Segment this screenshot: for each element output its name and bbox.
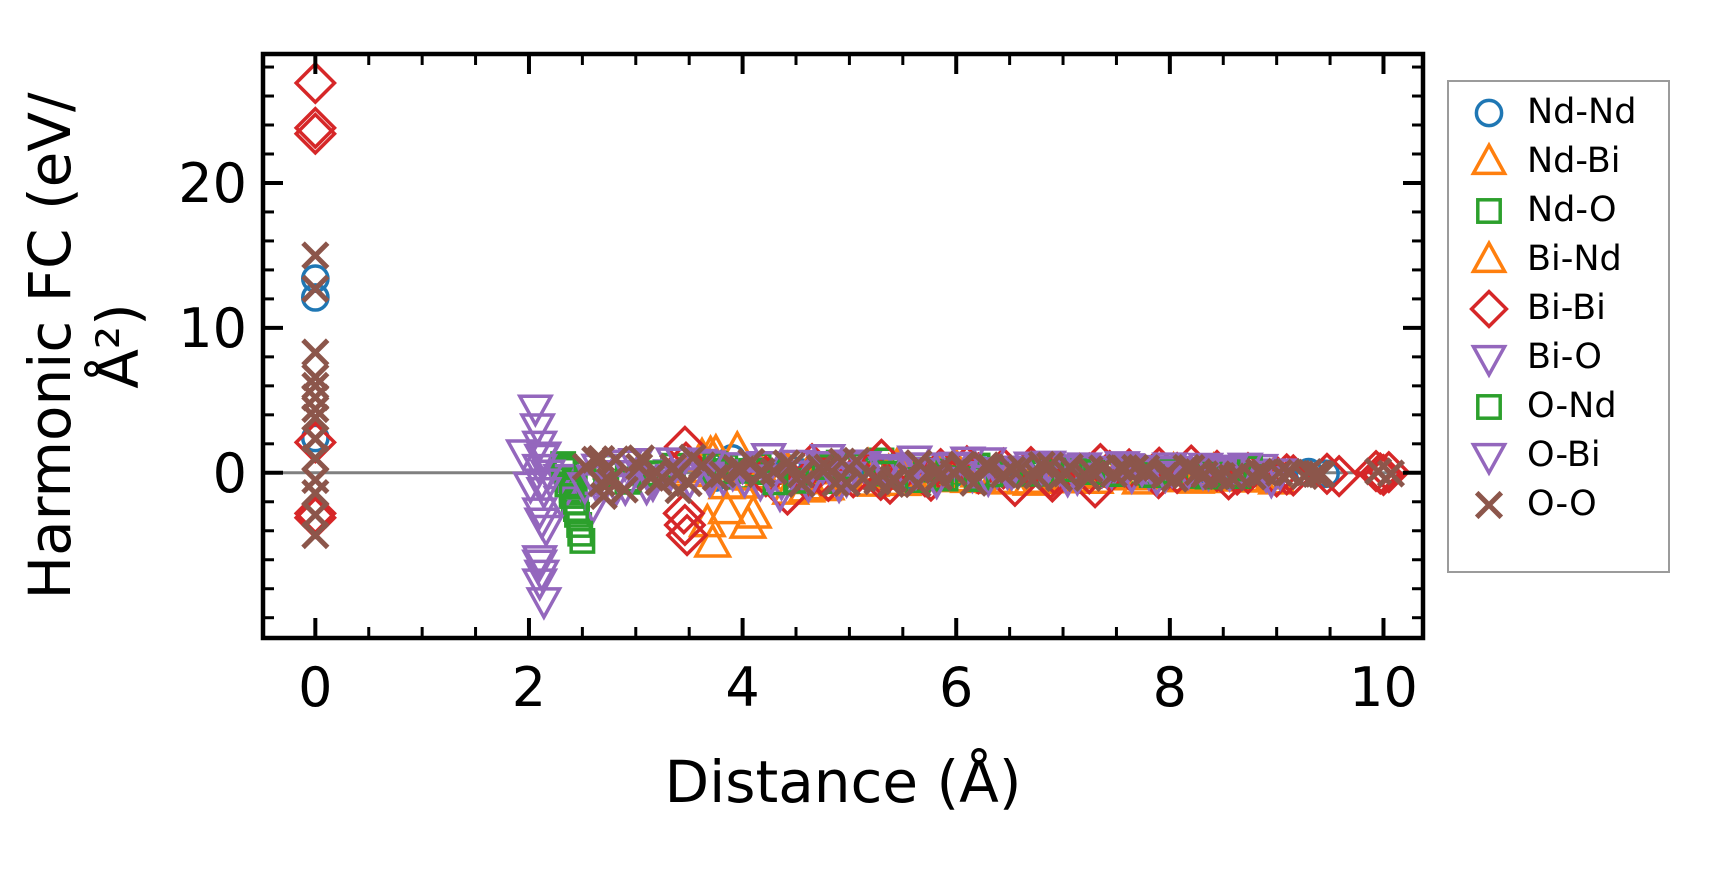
- x-tick-label-2: 2: [512, 656, 546, 719]
- legend-item-label: O-O: [1527, 484, 1597, 524]
- y-axis-label: Harmonic FC (eV/Å²): [16, 92, 152, 600]
- legend-item-Nd-O: Nd-O: [1449, 186, 1668, 235]
- x-tick-label-6: 6: [939, 656, 973, 719]
- y-tick-label-10: 10: [178, 297, 247, 360]
- x-tick-label-0: 0: [298, 656, 332, 719]
- axis-tick-labels: 0 2 4 6 8 10 0 10 20: [178, 152, 1418, 719]
- x-axis-label: Distance (Å): [664, 748, 1022, 816]
- plot-border: [260, 51, 1426, 641]
- triangle-up-marker-icon: [1470, 141, 1508, 175]
- legend-item-Bi-O: Bi-O: [1449, 333, 1668, 382]
- diamond-marker-icon: [1469, 288, 1509, 329]
- triangle-down-marker-icon: [1470, 442, 1508, 476]
- legend-item-label: Bi-Nd: [1527, 239, 1622, 279]
- legend-item-Nd-Nd: Nd-Nd: [1449, 88, 1668, 137]
- legend-item-O-O: O-O: [1449, 480, 1668, 529]
- legend-item-label: Nd-O: [1527, 190, 1617, 230]
- legend-item-O-Bi: O-Bi: [1449, 431, 1668, 480]
- legend-item-label: Bi-Bi: [1527, 288, 1606, 328]
- axes-frame: [260, 51, 1426, 641]
- axis-ticks: [263, 54, 1423, 638]
- legend-item-O-Nd: O-Nd: [1449, 382, 1668, 431]
- legend-item-label: O-Nd: [1527, 386, 1617, 426]
- series-O-O: [301, 241, 1406, 550]
- circle-marker-icon: [1474, 98, 1504, 127]
- legend-box: Nd-Nd Nd-Bi Nd-O Bi-Nd Bi-Bi Bi-O O-Nd O-Bi O-O: [1447, 80, 1670, 573]
- legend-item-label: Nd-Bi: [1527, 141, 1621, 181]
- legend-item-label: O-Bi: [1527, 435, 1601, 475]
- legend-item-label: Nd-Nd: [1527, 92, 1637, 132]
- series-Bi-O: [504, 394, 1299, 621]
- triangle-up-marker-icon: [1470, 239, 1508, 273]
- legend-item-Bi-Nd: Bi-Nd: [1449, 235, 1668, 284]
- legend-item-Bi-Bi: Bi-Bi: [1449, 284, 1668, 333]
- x-tick-label-10: 10: [1349, 656, 1418, 719]
- y-tick-label-0: 0: [213, 442, 247, 505]
- x-tick-label-4: 4: [725, 656, 759, 719]
- square-marker-icon: [1476, 393, 1502, 420]
- triangle-down-marker-icon: [1470, 344, 1508, 378]
- scatter-series: [293, 61, 1411, 621]
- legend-item-label: Bi-O: [1527, 337, 1602, 377]
- x-tick-label-8: 8: [1153, 656, 1187, 719]
- y-tick-label-20: 20: [178, 152, 247, 215]
- x-marker-icon: [1474, 490, 1504, 519]
- legend-item-Nd-Bi: Nd-Bi: [1449, 137, 1668, 186]
- square-marker-icon: [1476, 197, 1502, 224]
